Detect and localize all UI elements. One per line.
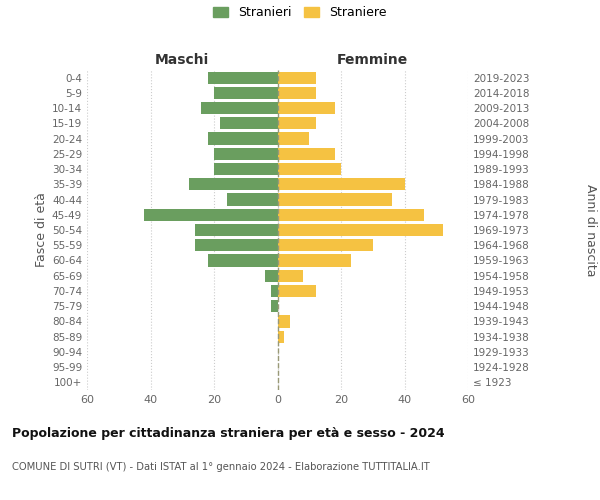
Bar (214, 148, 277, 160)
Bar (277, 316, 290, 328)
Bar (277, 87, 316, 99)
Bar (144, 208, 277, 221)
Bar (277, 239, 373, 252)
Bar (220, 117, 277, 130)
Bar (277, 178, 404, 190)
Bar (265, 270, 277, 282)
Bar (277, 117, 316, 130)
Text: Femmine: Femmine (337, 54, 409, 68)
Bar (277, 163, 341, 175)
Bar (214, 87, 277, 99)
Bar (277, 132, 309, 144)
Bar (195, 239, 277, 252)
Bar (271, 285, 277, 297)
Bar (277, 148, 335, 160)
Bar (277, 208, 424, 221)
Y-axis label: Fasce di età: Fasce di età (35, 192, 48, 268)
Bar (208, 132, 277, 144)
Bar (271, 300, 277, 312)
Bar (277, 270, 303, 282)
Bar (208, 254, 277, 266)
Bar (277, 330, 284, 343)
Text: Anni di nascita: Anni di nascita (584, 184, 597, 276)
Bar (227, 194, 277, 205)
Bar (188, 178, 277, 190)
Bar (202, 102, 277, 114)
Bar (277, 254, 350, 266)
Bar (208, 72, 277, 84)
Bar (277, 102, 335, 114)
Text: COMUNE DI SUTRI (VT) - Dati ISTAT al 1° gennaio 2024 - Elaborazione TUTTITALIA.I: COMUNE DI SUTRI (VT) - Dati ISTAT al 1° … (12, 462, 430, 472)
Bar (277, 72, 316, 84)
Bar (214, 163, 277, 175)
Bar (277, 285, 316, 297)
Legend: Stranieri, Straniere: Stranieri, Straniere (213, 6, 387, 19)
Text: Maschi: Maschi (155, 54, 209, 68)
Text: Popolazione per cittadinanza straniera per età e sesso - 2024: Popolazione per cittadinanza straniera p… (12, 428, 445, 440)
Bar (277, 224, 443, 236)
Bar (195, 224, 277, 236)
Bar (277, 194, 392, 205)
